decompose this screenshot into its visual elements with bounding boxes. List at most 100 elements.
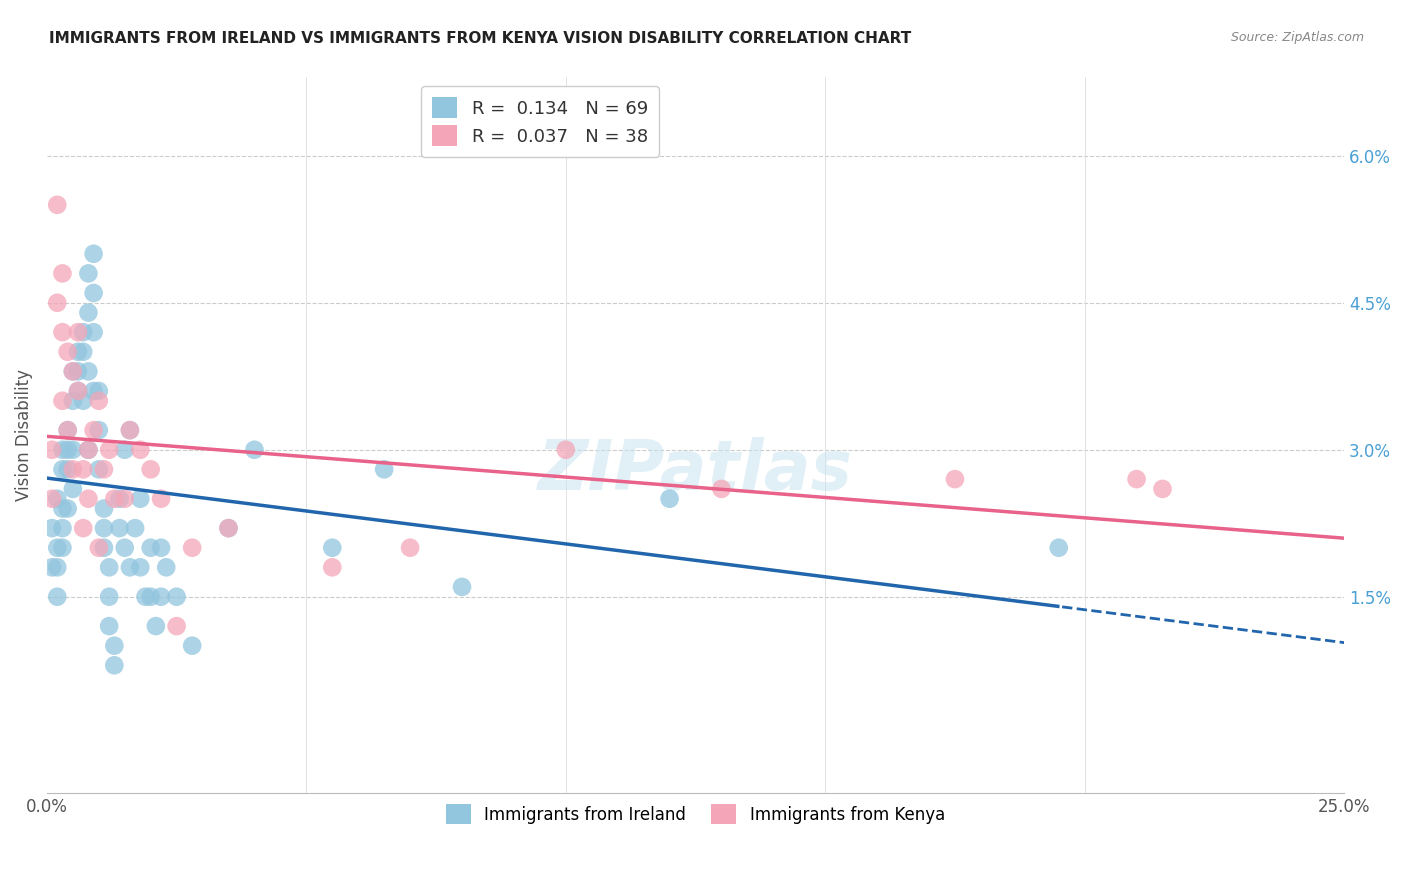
Point xyxy=(114,491,136,506)
Point xyxy=(103,491,125,506)
Point xyxy=(56,462,79,476)
Point xyxy=(77,305,100,319)
Point xyxy=(51,521,73,535)
Point xyxy=(243,442,266,457)
Point xyxy=(56,344,79,359)
Point xyxy=(66,325,89,339)
Point xyxy=(51,442,73,457)
Point xyxy=(166,619,188,633)
Point xyxy=(41,560,63,574)
Text: Source: ZipAtlas.com: Source: ZipAtlas.com xyxy=(1230,31,1364,45)
Point xyxy=(83,423,105,437)
Point xyxy=(46,295,69,310)
Point xyxy=(51,462,73,476)
Point xyxy=(66,344,89,359)
Point xyxy=(87,393,110,408)
Point xyxy=(181,639,204,653)
Point xyxy=(103,639,125,653)
Point xyxy=(150,541,173,555)
Point xyxy=(87,541,110,555)
Point xyxy=(62,364,84,378)
Point xyxy=(218,521,240,535)
Point xyxy=(87,384,110,398)
Point xyxy=(129,491,152,506)
Point xyxy=(139,590,162,604)
Point xyxy=(62,442,84,457)
Point xyxy=(72,521,94,535)
Point xyxy=(77,266,100,280)
Point xyxy=(93,462,115,476)
Point xyxy=(658,491,681,506)
Point xyxy=(51,541,73,555)
Point xyxy=(181,541,204,555)
Point xyxy=(943,472,966,486)
Point xyxy=(134,590,156,604)
Point xyxy=(51,325,73,339)
Point xyxy=(129,442,152,457)
Point xyxy=(77,491,100,506)
Point xyxy=(118,423,141,437)
Point xyxy=(218,521,240,535)
Point xyxy=(56,423,79,437)
Point xyxy=(87,423,110,437)
Point xyxy=(46,590,69,604)
Point xyxy=(139,541,162,555)
Point xyxy=(554,442,576,457)
Point xyxy=(66,364,89,378)
Point xyxy=(77,364,100,378)
Point xyxy=(83,325,105,339)
Point xyxy=(83,247,105,261)
Point xyxy=(46,560,69,574)
Legend: Immigrants from Ireland, Immigrants from Kenya: Immigrants from Ireland, Immigrants from… xyxy=(436,794,955,834)
Point xyxy=(1152,482,1174,496)
Point xyxy=(150,491,173,506)
Point xyxy=(77,442,100,457)
Point xyxy=(41,442,63,457)
Point xyxy=(124,521,146,535)
Point xyxy=(98,619,121,633)
Point xyxy=(155,560,177,574)
Point xyxy=(98,560,121,574)
Point xyxy=(56,423,79,437)
Point xyxy=(72,462,94,476)
Point xyxy=(72,344,94,359)
Point xyxy=(46,491,69,506)
Point xyxy=(373,462,395,476)
Point xyxy=(98,590,121,604)
Point xyxy=(710,482,733,496)
Point xyxy=(56,501,79,516)
Point xyxy=(399,541,422,555)
Point xyxy=(145,619,167,633)
Point xyxy=(62,462,84,476)
Point xyxy=(139,462,162,476)
Point xyxy=(51,266,73,280)
Point xyxy=(166,590,188,604)
Point xyxy=(93,521,115,535)
Point xyxy=(451,580,474,594)
Point xyxy=(87,462,110,476)
Y-axis label: Vision Disability: Vision Disability xyxy=(15,369,32,501)
Point xyxy=(77,442,100,457)
Point xyxy=(93,501,115,516)
Point xyxy=(83,384,105,398)
Point xyxy=(114,541,136,555)
Point xyxy=(321,541,343,555)
Point xyxy=(98,442,121,457)
Point xyxy=(66,384,89,398)
Point xyxy=(62,393,84,408)
Point xyxy=(46,198,69,212)
Point xyxy=(108,491,131,506)
Point xyxy=(108,521,131,535)
Point xyxy=(114,442,136,457)
Point xyxy=(150,590,173,604)
Point xyxy=(72,325,94,339)
Point xyxy=(72,393,94,408)
Point xyxy=(1047,541,1070,555)
Point xyxy=(46,541,69,555)
Point xyxy=(129,560,152,574)
Point xyxy=(41,491,63,506)
Text: IMMIGRANTS FROM IRELAND VS IMMIGRANTS FROM KENYA VISION DISABILITY CORRELATION C: IMMIGRANTS FROM IRELAND VS IMMIGRANTS FR… xyxy=(49,31,911,46)
Point xyxy=(321,560,343,574)
Point xyxy=(56,442,79,457)
Text: ZIPatlas: ZIPatlas xyxy=(538,437,853,504)
